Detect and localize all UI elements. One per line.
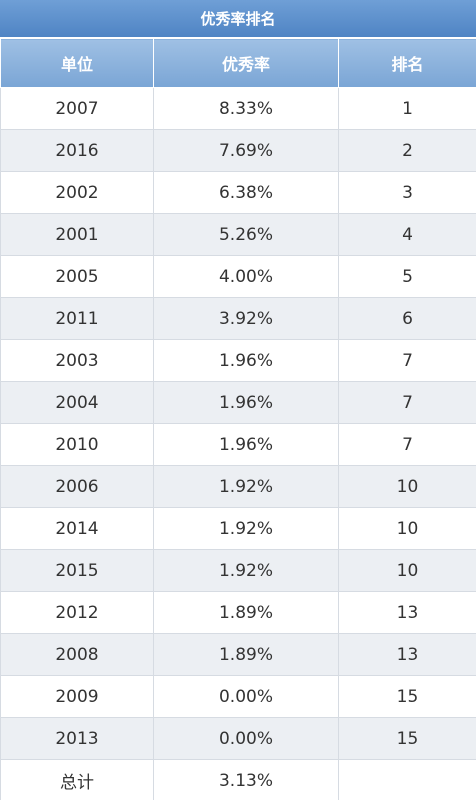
table-row: 2007 8.33% 1: [0, 87, 476, 130]
table-row: 2001 5.26% 4: [0, 213, 476, 256]
table-row: 2004 1.96% 7: [0, 381, 476, 424]
table-cell: 0.00%: [153, 717, 339, 760]
table-cell: 2013: [0, 717, 154, 760]
table-row: 2008 1.89% 13: [0, 633, 476, 676]
table-cell: 7.69%: [153, 129, 339, 172]
table-row: 总计 3.13%: [0, 759, 476, 800]
table-row: 2006 1.92% 10: [0, 465, 476, 508]
table-cell: 1.96%: [153, 423, 339, 466]
table-row: 2003 1.96% 7: [0, 339, 476, 382]
table-cell: 1.92%: [153, 507, 339, 550]
table-cell: 2012: [0, 591, 154, 634]
table-cell: 2015: [0, 549, 154, 592]
table-row: 2002 6.38% 3: [0, 171, 476, 214]
table-cell: 10: [338, 465, 476, 508]
table-cell: 1.92%: [153, 465, 339, 508]
table-cell: 8.33%: [153, 87, 339, 130]
table-cell: 13: [338, 591, 476, 634]
table-cell: 2004: [0, 381, 154, 424]
table-cell: 15: [338, 675, 476, 718]
table-cell: 6: [338, 297, 476, 340]
header-row: 单位 优秀率 排名: [0, 38, 476, 88]
table-cell: 1.92%: [153, 549, 339, 592]
table-cell: 4.00%: [153, 255, 339, 298]
empty-cell: [338, 759, 476, 800]
table-cell: 2011: [0, 297, 154, 340]
table-row: 2009 0.00% 15: [0, 675, 476, 718]
table-cell: 15: [338, 717, 476, 760]
table-cell: 总计: [0, 759, 154, 800]
header-cell: 优秀率: [153, 38, 339, 88]
table-row: 2005 4.00% 5: [0, 255, 476, 298]
table-cell: 1: [338, 87, 476, 130]
table-row: 2013 0.00% 15: [0, 717, 476, 760]
table-cell: 1.96%: [153, 339, 339, 382]
table-row: 2014 1.92% 10: [0, 507, 476, 550]
table-body: 2007 8.33% 1 2016 7.69% 2 2002 6.38% 3 2001 5.26% 4…: [0, 87, 476, 800]
table-row: 2015 1.92% 10: [0, 549, 476, 592]
table-cell: 6.38%: [153, 171, 339, 214]
table-cell: 2003: [0, 339, 154, 382]
table-title: 优秀率排名: [0, 0, 476, 38]
table-cell: 2002: [0, 171, 154, 214]
table-cell: 2009: [0, 675, 154, 718]
table-cell: 2014: [0, 507, 154, 550]
ranking-table: 单位 优秀率 排名 2007 8.33% 1 2016 7.69% 2 2002 6.38% 3 20…: [0, 38, 476, 800]
table-cell: 13: [338, 633, 476, 676]
table-cell: 1.89%: [153, 591, 339, 634]
table-cell: 4: [338, 213, 476, 256]
table-row: 2012 1.89% 13: [0, 591, 476, 634]
table-cell: 0.00%: [153, 675, 339, 718]
table-cell: 10: [338, 549, 476, 592]
table-cell: 10: [338, 507, 476, 550]
table-cell: 2007: [0, 87, 154, 130]
table-cell: 2016: [0, 129, 154, 172]
table-cell: 7: [338, 423, 476, 466]
table-cell: 2008: [0, 633, 154, 676]
table-cell: 2001: [0, 213, 154, 256]
table-cell: 5.26%: [153, 213, 339, 256]
table-row: 2016 7.69% 2: [0, 129, 476, 172]
table-cell: 2010: [0, 423, 154, 466]
table-row: 2011 3.92% 6: [0, 297, 476, 340]
table-cell: 3: [338, 171, 476, 214]
table-cell: 7: [338, 381, 476, 424]
table-cell: 2006: [0, 465, 154, 508]
table-cell: 7: [338, 339, 476, 382]
table-cell: 5: [338, 255, 476, 298]
header-cell: 单位: [0, 38, 154, 88]
table-cell: 1.96%: [153, 381, 339, 424]
table-cell: 1.89%: [153, 633, 339, 676]
table-cell: 3.13%: [153, 759, 339, 800]
table-cell: 2005: [0, 255, 154, 298]
table-cell: 2: [338, 129, 476, 172]
header-cell: 排名: [338, 38, 476, 88]
table-cell: 3.92%: [153, 297, 339, 340]
table-row: 2010 1.96% 7: [0, 423, 476, 466]
